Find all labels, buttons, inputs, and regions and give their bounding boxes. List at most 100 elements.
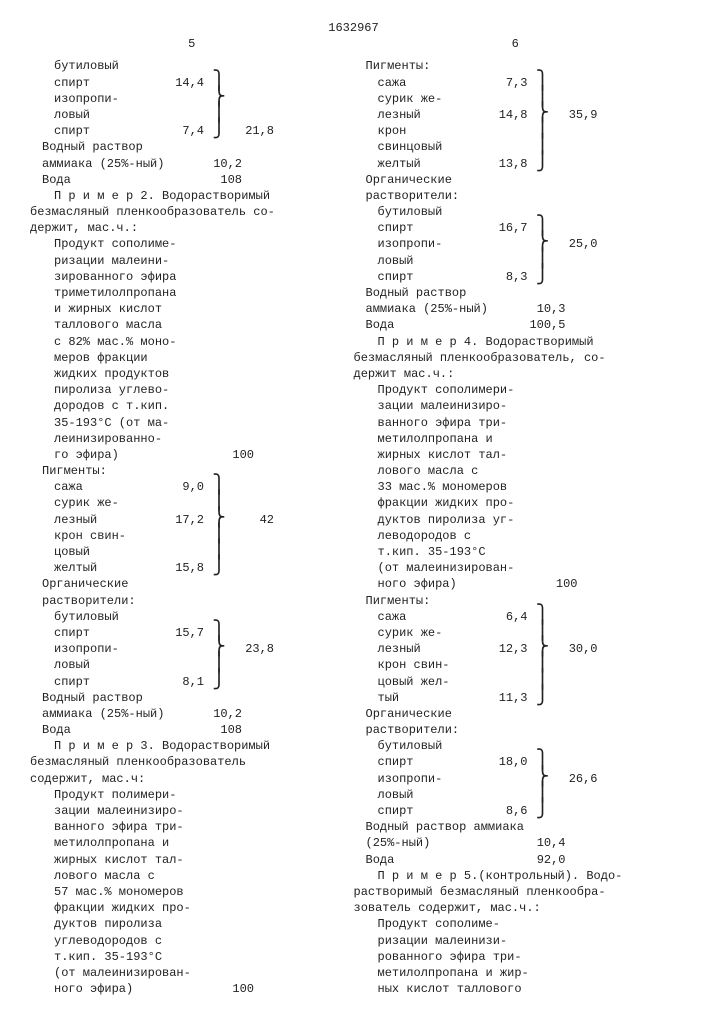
txt: ловый (354, 787, 488, 803)
brace-icon: ⎭ (204, 560, 234, 576)
val: 6,4 (488, 609, 528, 625)
val: 108 (202, 172, 242, 188)
val: 108 (202, 722, 242, 738)
txt: Продукт полимери- (30, 787, 354, 803)
txt: Органические (354, 706, 678, 722)
val: 14,8 (488, 107, 528, 123)
txt: 57 мас.% мономеров (30, 884, 354, 900)
txt: крон свин- (354, 657, 488, 673)
txt: ванного эфира три- (30, 819, 354, 835)
val: 18,0 (488, 754, 528, 770)
example-4-title: П р и м е р 4. Водорастворимый (354, 334, 678, 350)
sum: 42 (234, 512, 274, 528)
val: 14,4 (164, 75, 204, 91)
txt: Пигменты: (354, 58, 678, 74)
val: 92,0 (526, 852, 566, 868)
val: 8,6 (488, 803, 528, 819)
txt: ного эфира) (354, 576, 538, 592)
txt: Продукт сополиме- (354, 916, 678, 932)
txt: ризации малеини- (30, 253, 354, 269)
sum: 21,8 (234, 123, 274, 139)
brace-icon: ⎭ (204, 674, 234, 690)
val: 16,7 (488, 220, 528, 236)
val: 10,2 (202, 706, 242, 722)
txt: с 82% мас.% моно- (30, 334, 354, 350)
txt: сажа (354, 75, 488, 91)
txt: сурик же- (30, 495, 164, 511)
txt: держит мас.ч.: (354, 366, 678, 382)
val: 100,5 (526, 317, 566, 333)
col-number-right: 6 (354, 36, 678, 52)
txt: жирных кислот тал- (354, 447, 678, 463)
txt: зователь содержит, мас.ч.: (354, 900, 678, 916)
txt: изопропи- (30, 91, 164, 107)
txt: Органические (354, 172, 678, 188)
left-column: 5 бутиловый спирт14,4⎫ изопропи-⎬ ловый⎪… (30, 36, 354, 997)
txt: ных кислот таллового (354, 981, 678, 997)
txt: спирт (354, 220, 488, 236)
example-3-title: П р и м е р 3. Водорастворимый (30, 738, 354, 754)
txt: триметилолпропана (30, 285, 354, 301)
txt: растворители: (354, 188, 678, 204)
txt: 33 мас.% мономеров (354, 479, 678, 495)
patent-number: 1632967 (30, 20, 677, 36)
txt: крон свин- (30, 528, 164, 544)
txt: т.кип. 35-193°С (354, 544, 678, 560)
txt: Вода (354, 317, 526, 333)
txt: таллового масла (30, 317, 354, 333)
txt: Водный раствор (30, 139, 143, 155)
page: 5 бутиловый спирт14,4⎫ изопропи-⎬ ловый⎪… (30, 36, 677, 997)
txt: свинцовый (354, 139, 488, 155)
val: 100 (214, 981, 254, 997)
txt: сажа (30, 479, 164, 495)
txt: Вода (354, 852, 526, 868)
txt: зации малеинизиро- (30, 803, 354, 819)
txt: (от малеинизирован- (354, 560, 678, 576)
txt: растворимый безмасляный пленкообра- (354, 884, 678, 900)
txt: изопропи- (30, 641, 164, 657)
txt: аммиака (25%-ный) (30, 706, 202, 722)
txt: лового масла с (354, 463, 678, 479)
val: 17,2 (164, 512, 204, 528)
txt: жирных кислот тал- (30, 852, 354, 868)
txt: Продукт сополимери- (354, 382, 678, 398)
sum: 25,0 (558, 236, 598, 252)
txt: спирт (30, 123, 164, 139)
txt: го эфира) (30, 447, 214, 463)
txt: спирт (354, 754, 488, 770)
val: 13,8 (488, 156, 528, 172)
txt: изопропи- (354, 236, 488, 252)
txt: т.кип. 35-193°С (30, 949, 354, 965)
brace-icon: ⎭ (528, 690, 558, 706)
brace-icon: ⎭ (204, 123, 234, 139)
txt: Вода (30, 722, 202, 738)
txt: метилолпропана и (30, 835, 354, 851)
txt: жидких продуктов (30, 366, 354, 382)
val: 10,3 (526, 301, 566, 317)
txt: Вода (30, 172, 202, 188)
txt: ризации малеинизи- (354, 933, 678, 949)
txt: растворители: (354, 722, 678, 738)
brace-icon: ⎭ (528, 269, 558, 285)
txt: лезный (30, 512, 164, 528)
txt: Продукт сополиме- (30, 236, 354, 252)
txt: бутиловый (30, 58, 164, 74)
txt: сурик же- (354, 91, 488, 107)
val: 9,0 (164, 479, 204, 495)
val: 11,3 (488, 690, 528, 706)
txt: Водный раствор (354, 285, 678, 301)
txt: желтый (30, 560, 164, 576)
txt: зированного эфира (30, 269, 354, 285)
col-number-left: 5 (30, 36, 354, 52)
val: 8,1 (164, 674, 204, 690)
sum: 23,8 (234, 641, 274, 657)
txt: (от малеинизирован- (30, 965, 354, 981)
txt: сажа (354, 609, 488, 625)
txt: тый (354, 690, 488, 706)
example-5-title: П р и м е р 5.(контрольный). Водо- (354, 868, 678, 884)
val: 7,3 (488, 75, 528, 91)
txt: метилолпропана и (354, 431, 678, 447)
val: 100 (538, 576, 578, 592)
txt: держит, мас.ч.: (30, 220, 354, 236)
txt: спирт (30, 674, 164, 690)
